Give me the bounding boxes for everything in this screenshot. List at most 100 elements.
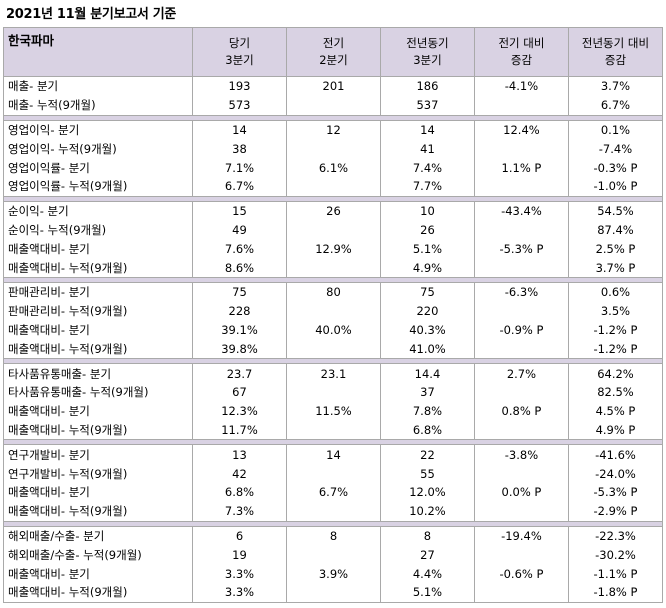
- table-row: 해외매출/수출- 분기 6 8 8 -19.4% -22.3%: [3, 526, 664, 546]
- table-row: 영업이익률- 분기 7.1% 6.1% 7.4% 1.1% P -0.3% P: [3, 158, 664, 177]
- value-cell: -1.1% P: [567, 564, 664, 583]
- value-cell: 0.6%: [567, 282, 664, 302]
- table-row: 판매관리비- 분기 75 80 75 -6.3% 0.6%: [3, 282, 664, 302]
- row-label: 순이익- 분기: [3, 201, 193, 221]
- row-label: 매출액대비- 분기: [3, 401, 193, 421]
- row-label: 매출액대비- 분기: [3, 320, 193, 340]
- row-label: 영업이익률- 분기: [3, 158, 193, 177]
- value-cell: 6.8%: [379, 420, 475, 440]
- value-cell: -19.4%: [473, 526, 569, 546]
- company-name: 한국파마: [3, 27, 193, 77]
- row-label: 판매관리비- 누적(9개월): [3, 301, 193, 321]
- group-separator: [3, 520, 663, 527]
- table-row: 매출액대비- 분기 39.1% 40.0% 40.3% -0.9% P -1.2% P: [3, 320, 664, 340]
- value-cell: 27: [379, 545, 475, 565]
- table-row: 영업이익- 누적(9개월) 38 41 -7.4%: [3, 139, 664, 159]
- value-cell: 7.3%: [192, 501, 287, 522]
- value-cell: 14.4: [379, 363, 475, 383]
- value-cell: 49: [192, 220, 287, 240]
- value-cell: [473, 258, 569, 278]
- value-cell: [473, 464, 569, 483]
- header-qoq-change: 전기 대비 증감: [473, 27, 569, 77]
- separator-bar: [3, 114, 663, 121]
- value-cell: 537: [379, 95, 475, 116]
- value-cell: 4.9%: [379, 258, 475, 278]
- value-cell: [473, 220, 569, 240]
- table-row: 매출액대비- 분기 3.3% 3.9% 4.4% -0.6% P -1.1% P: [3, 564, 664, 583]
- value-cell: 3.3%: [192, 582, 287, 603]
- table-row: 매출액대비- 누적(9개월) 8.6% 4.9% 3.7% P: [3, 258, 664, 278]
- value-cell: [473, 420, 569, 440]
- value-cell: -1.8% P: [567, 582, 664, 603]
- value-cell: 7.8%: [379, 401, 475, 421]
- value-cell: 87.4%: [567, 220, 664, 240]
- value-cell: [285, 139, 381, 159]
- value-cell: 8.6%: [192, 258, 287, 278]
- value-cell: 228: [192, 301, 287, 321]
- row-label: 매출액대비- 누적(9개월): [3, 582, 193, 603]
- row-label: 연구개발비- 분기: [3, 444, 193, 465]
- value-cell: 2.7%: [473, 363, 569, 383]
- value-cell: [285, 176, 381, 197]
- table-row: 연구개발비- 분기 13 14 22 -3.8% -41.6%: [3, 444, 664, 465]
- value-cell: 6: [192, 526, 287, 546]
- separator-bar: [3, 276, 663, 283]
- value-cell: 12.4%: [473, 120, 569, 140]
- value-cell: -5.3% P: [473, 239, 569, 259]
- value-cell: 80: [285, 282, 381, 302]
- header-yoy-change: 전년동기 대비 증감: [567, 27, 664, 77]
- value-cell: 23.7: [192, 363, 287, 383]
- value-cell: 0.1%: [567, 120, 664, 140]
- value-cell: [285, 220, 381, 240]
- table-row: 매출액대비- 분기 6.8% 6.7% 12.0% 0.0% P -5.3% P: [3, 482, 664, 502]
- value-cell: [473, 545, 569, 565]
- value-cell: [285, 582, 381, 603]
- value-cell: 193: [192, 76, 287, 96]
- row-label: 매출액대비- 누적(9개월): [3, 501, 193, 522]
- value-cell: 14: [379, 120, 475, 140]
- value-cell: [473, 176, 569, 197]
- value-cell: [473, 301, 569, 321]
- value-cell: 6.7%: [285, 482, 381, 502]
- separator-bar: [3, 358, 663, 365]
- value-cell: 37: [379, 382, 475, 402]
- value-cell: [285, 301, 381, 321]
- value-cell: -3.8%: [473, 444, 569, 465]
- value-cell: [285, 420, 381, 440]
- value-cell: [285, 382, 381, 402]
- value-cell: 3.7% P: [567, 258, 664, 278]
- row-label: 해외매출/수출- 누적(9개월): [3, 545, 193, 565]
- table-row: 순이익- 누적(9개월) 49 26 87.4%: [3, 220, 664, 240]
- table-row: 판매관리비- 누적(9개월) 228 220 3.5%: [3, 301, 664, 321]
- row-label: 매출액대비- 누적(9개월): [3, 339, 193, 359]
- value-cell: -0.3% P: [567, 158, 664, 177]
- value-cell: 4.9% P: [567, 420, 664, 440]
- value-cell: 5.1%: [379, 239, 475, 259]
- group-separator: [3, 276, 663, 283]
- row-label: 타사품유통매출- 누적(9개월): [3, 382, 193, 402]
- value-cell: [285, 95, 381, 116]
- value-cell: 11.5%: [285, 401, 381, 421]
- group-separator: [3, 114, 663, 121]
- value-cell: 41.0%: [379, 339, 475, 359]
- table-row: 영업이익률- 누적(9개월) 6.7% 7.7% -1.0% P: [3, 176, 664, 197]
- table-row: 매출- 누적(9개월) 573 537 6.7%: [3, 95, 664, 116]
- value-cell: [285, 501, 381, 522]
- value-cell: 7.7%: [379, 176, 475, 197]
- header-previous: 전기 2분기: [285, 27, 381, 77]
- row-label: 해외매출/수출- 분기: [3, 526, 193, 546]
- table-row: 타사품유통매출- 분기 23.7 23.1 14.4 2.7% 64.2%: [3, 363, 664, 383]
- value-cell: -30.2%: [567, 545, 664, 565]
- row-label: 매출액대비- 누적(9개월): [3, 420, 193, 440]
- value-cell: 75: [192, 282, 287, 302]
- value-cell: 19: [192, 545, 287, 565]
- table-row: 매출액대비- 누적(9개월) 7.3% 10.2% -2.9% P: [3, 501, 664, 522]
- value-cell: 55: [379, 464, 475, 483]
- value-cell: 6.8%: [192, 482, 287, 502]
- row-label: 매출- 분기: [3, 76, 193, 96]
- table-row: 매출액대비- 누적(9개월) 39.8% 41.0% -1.2% P: [3, 339, 664, 359]
- value-cell: 26: [379, 220, 475, 240]
- value-cell: 0.0% P: [473, 482, 569, 502]
- value-cell: 39.8%: [192, 339, 287, 359]
- table-row: 영업이익- 분기 14 12 14 12.4% 0.1%: [3, 120, 664, 140]
